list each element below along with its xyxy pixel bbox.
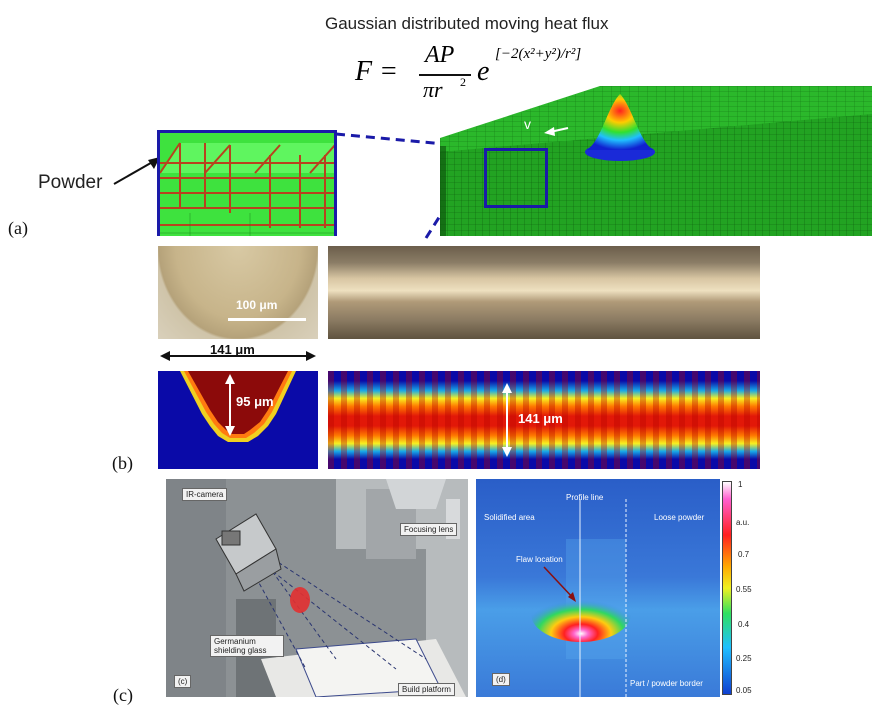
profile-line-label: Profile line xyxy=(566,493,604,502)
flaw-location-label: Flaw location xyxy=(516,555,563,564)
figure-title: Gaussian distributed moving heat flux xyxy=(325,14,609,33)
panel-b-label: (b) xyxy=(112,453,133,473)
solidified-area-label: Solidified area xyxy=(484,513,535,522)
ir-thermal-image: Solidified area Profile line Loose powde… xyxy=(476,479,720,697)
formula-numerator: AP xyxy=(425,42,455,68)
powder-label: Powder xyxy=(38,172,103,193)
cross-width-label: 141 μm xyxy=(210,342,255,357)
colorbar-tick-025: 0.25 xyxy=(736,654,752,663)
colorbar xyxy=(722,481,732,695)
formula-base-e: e xyxy=(477,56,490,87)
powder-mesh-zoom xyxy=(157,130,337,236)
track-width-arrow xyxy=(502,383,512,457)
fem-block: v xyxy=(440,86,872,236)
germanium-label: Germanium shielding glass xyxy=(210,635,284,657)
ir-setup-diagram: IR-camera Focusing lens Germanium shield… xyxy=(166,479,468,697)
formula-exponent: [−2(x²+y²)/r²] xyxy=(495,46,582,62)
track-width-label: 141 μm xyxy=(518,411,563,426)
formula-squared: 2 xyxy=(460,75,466,89)
velocity-label: v xyxy=(524,116,531,132)
build-platform-label: Build platform xyxy=(398,683,455,696)
colorbar-tick-07: 0.7 xyxy=(738,550,750,559)
colorbar-unit: a.u. xyxy=(736,518,750,527)
colorbar-tick-055: 0.55 xyxy=(736,585,752,594)
sim-cross-section: 141 μm 95 μm xyxy=(158,342,318,469)
scale-bar xyxy=(228,318,306,321)
formula-lhs: F = xyxy=(355,56,398,87)
fem-block-svg xyxy=(440,86,872,236)
fem-zoom-region xyxy=(484,148,548,208)
part-powder-border-label: Part / powder border xyxy=(630,679,703,688)
colorbar-tick-005: 0.05 xyxy=(736,686,752,695)
scale-bar-label: 100 μm xyxy=(236,298,278,312)
melt-pool-cross-section-photo: 100 μm xyxy=(158,246,318,339)
heat-flux-formula: F = AP πr 2 e [−2(x²+y²)/r²] xyxy=(355,42,635,102)
ir-camera-label: IR-camera xyxy=(182,488,228,501)
panel-c-inner-label: (c) xyxy=(174,675,192,688)
colorbar-tick-04: 0.4 xyxy=(738,620,750,629)
focusing-lens-label: Focusing lens xyxy=(400,523,458,536)
panel-c-label: (c) xyxy=(113,685,133,705)
ir-setup-svg xyxy=(166,479,468,697)
melt-track-top-photo xyxy=(328,246,760,339)
powder-grid xyxy=(160,142,334,236)
ir-thermal-svg xyxy=(531,499,631,697)
formula-denominator: πr xyxy=(423,77,443,102)
panel-d-inner-label: (d) xyxy=(492,673,510,686)
sim-track-top: 141 μm xyxy=(328,371,760,469)
cross-depth-label: 95 μm xyxy=(236,394,274,409)
panel-a-label: (a) xyxy=(8,218,28,238)
loose-powder-label: Loose powder xyxy=(654,513,705,522)
formula-fraction-bar xyxy=(419,74,471,76)
colorbar-tick-1: 1 xyxy=(738,480,743,489)
sim-cross-section-svg xyxy=(158,351,318,469)
